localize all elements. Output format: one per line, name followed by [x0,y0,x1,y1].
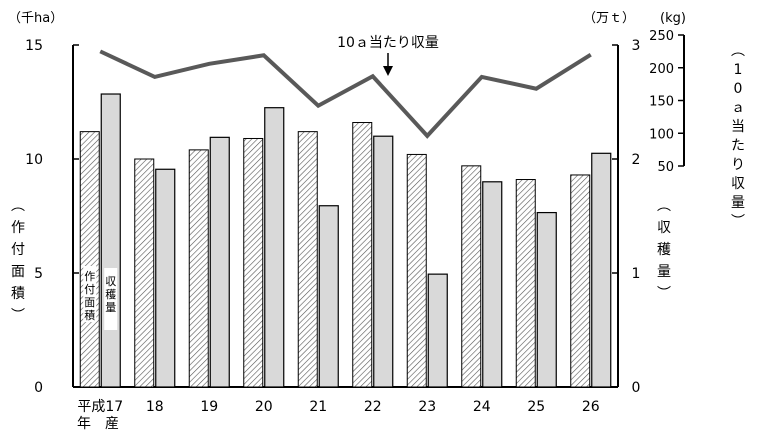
axis-title-char: ︶ [11,308,25,324]
axis-title-char: り [731,157,745,173]
left-axis-unit: （千ha） [8,11,63,26]
yield-line [99,49,592,139]
x-tick-label: 平成17 [77,399,123,415]
legend-area-char: 積 [84,308,95,322]
x-tick-label: 20 [255,399,273,415]
axis-title-char: 面 [11,264,25,280]
right-axis2-title: ︵ 1 0 ａ当たり収量 ︶ [731,43,745,230]
x-tick-label: 23 [418,399,436,415]
x-tick-label: 21 [309,399,327,415]
bar-area [352,122,373,388]
axis-title-char: 積 [11,286,25,302]
axis-title-char: ︵ [11,198,25,214]
right2-tick-label: 100 [649,127,674,142]
axis-title-char: 0 [734,81,743,97]
axis-title-char: 1 [734,62,743,78]
legend-area-char: 面 [84,296,95,309]
axis-title-char: 収 [731,176,745,192]
axis-title-char: ︵ [657,198,671,214]
bar-area [79,131,100,388]
annotation-label: 10ａ当たり収量 [337,35,439,51]
yield-line-path [99,49,592,139]
annotation-arrow-head [383,66,393,76]
left-tick-label: 5 [34,266,43,282]
x-tick-label: 18 [146,399,164,415]
bar-harvest [427,273,448,388]
right-axis-title: ︵ 収穫量 ︶ [657,198,671,302]
right2-tick-label: 50 [657,160,674,175]
annotation: 10ａ当たり収量 [337,35,439,76]
x-tick-label: 22 [364,399,382,415]
legend-area-char: 作 [84,270,95,283]
right-tick-label: 2 [632,152,641,168]
axis-title-char: 作 [11,220,25,236]
left-tick-label: 10 [25,152,43,168]
bar-area [297,131,318,388]
bar-harvest [482,181,503,388]
right-tick-label: 1 [632,266,641,282]
x-tick-label: 26 [582,399,600,415]
legend-harvest-bg [104,268,118,330]
axis-title-char: ︵ [731,43,745,59]
legend-harvest-char: 量 [105,301,116,314]
axis-title-char: た [731,138,745,154]
left-tick-label: 15 [25,38,43,54]
legend-area-char: 付 [84,283,95,296]
right-axis2-unit: (kg) [660,11,686,26]
right2-tick-label: 150 [649,95,674,110]
bar-harvest [591,152,612,388]
axis-title-char: ａ [731,100,745,116]
axis-title-char: 当 [731,119,745,135]
legend-harvest-char: 収 [105,275,116,288]
axis-title-char: 量 [657,264,671,280]
bar-area [406,153,427,388]
axis-title-char: 量 [731,195,745,211]
x-tick-label: 25 [527,399,545,415]
right-axis-unit: （万ｔ） [583,11,635,26]
bar-harvest [536,211,557,388]
legend-harvest-char: 穫 [105,288,116,301]
bar-harvest [100,93,121,388]
bar-harvest [373,135,394,388]
axis-title-char: 穫 [657,242,671,258]
x-tick-labels: 平成17 18 19 20 21 22 23 24 25 26 [77,399,599,415]
axis-title-char: ︶ [731,214,745,230]
x-axis-note: 年 産 [77,416,119,432]
legend-area-bg [83,266,97,322]
right-tick-label: 0 [632,380,641,396]
axis-title-char: ︶ [657,286,671,302]
bar-area [188,149,209,388]
x-tick-label: 24 [473,399,491,415]
bar-harvest [318,205,339,388]
bar-area [243,137,264,388]
bar-area [461,165,482,388]
bar-harvest [155,168,176,388]
left-tick-label: 0 [34,380,43,396]
bar-harvest [209,136,230,388]
x-tick-label: 19 [200,399,218,415]
bar-harvest [264,107,285,388]
bar-area [515,179,536,388]
axis-title-char: 収 [657,220,671,236]
axis-title-char: 付 [11,242,25,258]
bar-area [570,174,591,388]
bar-area [134,158,155,388]
right-tick-label: 3 [632,38,641,54]
right2-tick-label: 200 [649,62,674,77]
right2-tick-label: 250 [649,29,674,44]
bars [79,93,612,388]
